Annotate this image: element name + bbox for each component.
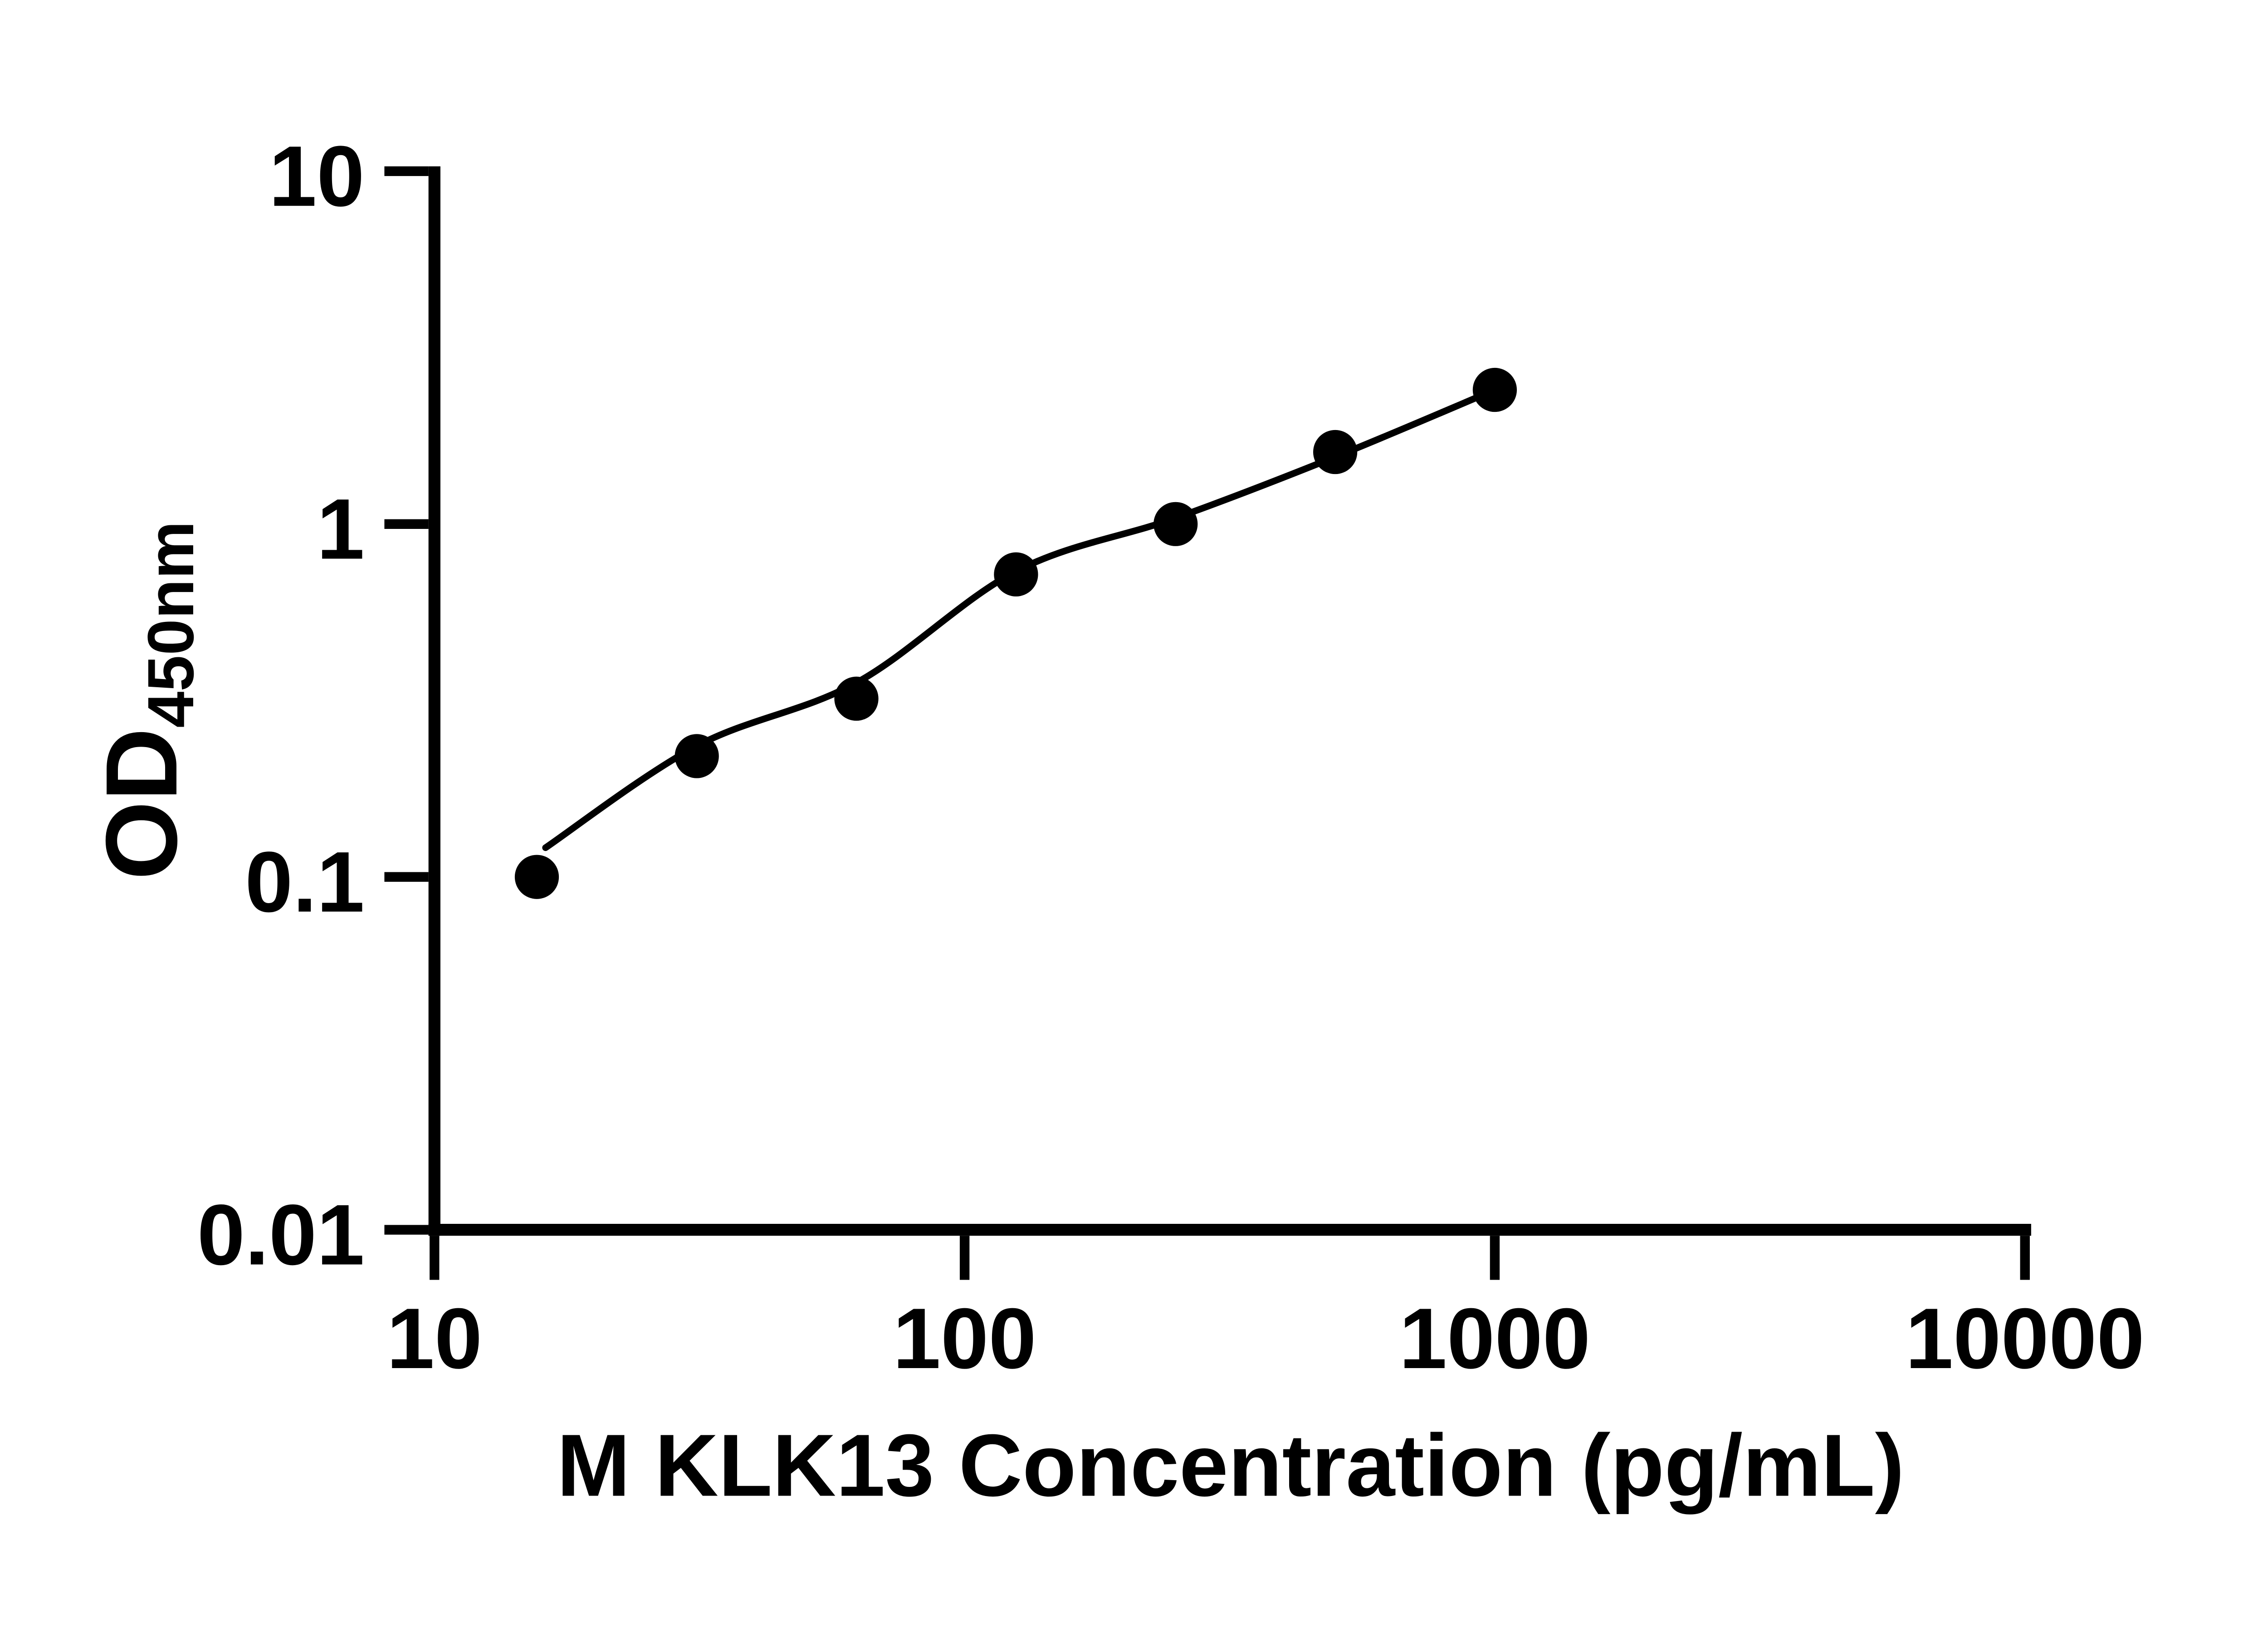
data-point-marker bbox=[834, 676, 879, 721]
y-axis-title-subscript: 450nm bbox=[135, 521, 207, 728]
x-tick-label: 10 bbox=[386, 1291, 482, 1387]
y-tick-label: 0.1 bbox=[245, 834, 365, 930]
x-axis-ticks-and-labels: 10 100 1000 10000 bbox=[386, 1236, 2145, 1387]
x-tick-mark bbox=[2020, 1236, 2030, 1280]
x-tick-mark bbox=[959, 1236, 970, 1280]
data-point-marker bbox=[1472, 367, 1517, 412]
y-tick-label: 1 bbox=[317, 481, 364, 577]
y-axis-ticks-and-labels: 10 1 0.1 0.01 bbox=[197, 128, 429, 1283]
y-tick-mark bbox=[384, 166, 429, 176]
x-tick-mark bbox=[430, 1236, 440, 1280]
data-points bbox=[514, 367, 1517, 899]
data-point-marker bbox=[1154, 502, 1198, 546]
axes bbox=[428, 166, 2031, 1236]
y-axis-title-base: OD bbox=[85, 728, 198, 880]
figure-background bbox=[0, 22, 2268, 1611]
data-point-marker bbox=[994, 552, 1038, 596]
y-tick-mark bbox=[384, 1225, 429, 1235]
data-point-marker bbox=[675, 734, 719, 778]
y-axis-title: OD450nm bbox=[85, 521, 207, 880]
y-tick-mark bbox=[384, 872, 429, 882]
y-axis-line bbox=[428, 166, 440, 1236]
x-axis-title: M KLK13 Concentration (pg/mL) bbox=[557, 1416, 1904, 1515]
x-tick-label: 100 bbox=[893, 1291, 1036, 1387]
y-tick-label: 10 bbox=[269, 128, 365, 225]
x-tick-label: 1000 bbox=[1399, 1291, 1591, 1387]
data-point-marker bbox=[514, 855, 559, 899]
data-point-marker bbox=[1313, 430, 1358, 474]
x-tick-label: 10000 bbox=[1906, 1291, 2145, 1387]
x-tick-mark bbox=[1490, 1236, 1500, 1280]
y-tick-mark bbox=[384, 519, 429, 529]
x-axis-line bbox=[428, 1223, 2031, 1236]
y-tick-label: 0.01 bbox=[197, 1187, 365, 1283]
